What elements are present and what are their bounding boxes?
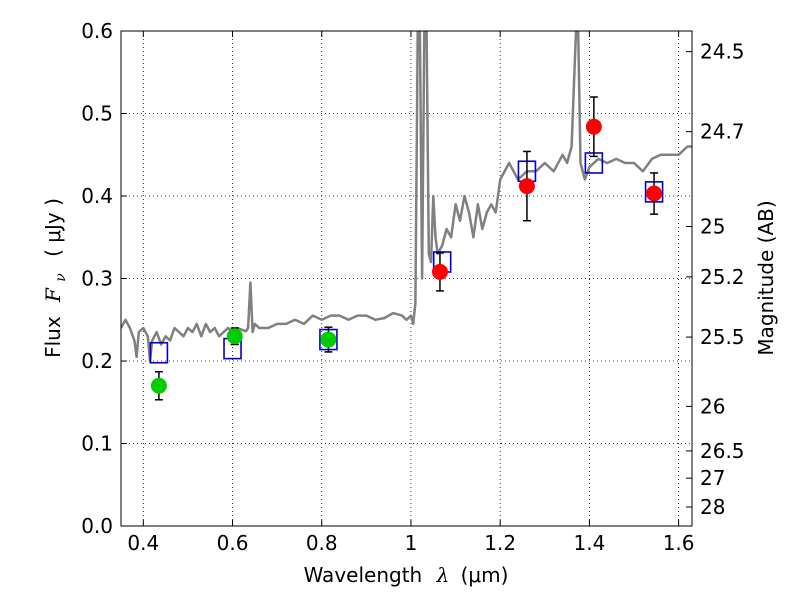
right-axis-label: Magnitude (AB) [754,200,778,355]
y-tick-label: 0.5 [81,102,113,126]
x-tick-label: 1.6 [663,531,695,555]
x-tick-label: 1.4 [573,531,605,555]
grid [121,30,692,527]
y-tick-label: 0.6 [81,19,113,43]
right-tick-label: 25 [700,215,725,239]
x-axis-label-unit: (μm) [461,563,509,587]
right-tick-label: 25.2 [700,265,745,289]
spectrum-line [121,31,692,363]
y-tick-label: 0.4 [81,184,113,208]
optical-data-point [150,377,167,394]
y-tick-label: 0.2 [81,349,113,373]
optical-data-point [226,328,243,345]
optical-data-point [320,331,337,348]
right-tick-label: 27 [700,466,725,490]
axis-ticks: 0.4 0.6 0.8 1 1.2 1.4 1.6 0.0 0.1 0.2 0.3 0.4 0.5 0.6… [81,19,744,555]
right-tick-label: 26 [700,394,725,418]
model-square-point [149,341,169,364]
nir-data-point [585,118,602,135]
y-axis-label-text: Flux [41,316,65,358]
nir-data-point [646,185,663,202]
right-tick-label: 24.7 [700,120,745,144]
nir-data-point [431,263,448,280]
x-axis-label: Wavelength λ (μm) [304,563,509,587]
x-axis-label-text: Wavelength [304,563,423,587]
y-tick-label: 0.3 [81,267,113,291]
x-axis-label-symbol: λ [436,563,450,587]
plot-area [121,31,692,401]
plot-frame [120,30,693,527]
y-axis-label-symbol: F [41,287,65,303]
y-tick-label: 0.1 [81,432,113,456]
y-axis-label: Flux F ν ( μJy ) [41,198,70,358]
y-axis-label-unit: ( μJy ) [41,198,65,257]
x-tick-label: 0.8 [306,531,338,555]
y-axis-label-subscript: ν [53,273,69,282]
right-tick-label: 24.5 [700,40,745,64]
x-tick-label: 1 [405,531,418,555]
x-tick-label: 0.4 [127,531,159,555]
x-tick-label: 0.6 [217,531,249,555]
right-tick-label: 25.5 [700,325,745,349]
right-tick-label: 28 [700,495,725,519]
x-tick-label: 1.2 [484,531,516,555]
y-tick-label: 0.0 [81,514,113,538]
right-tick-label: 26.5 [700,439,745,463]
nir-data-point [518,178,535,195]
